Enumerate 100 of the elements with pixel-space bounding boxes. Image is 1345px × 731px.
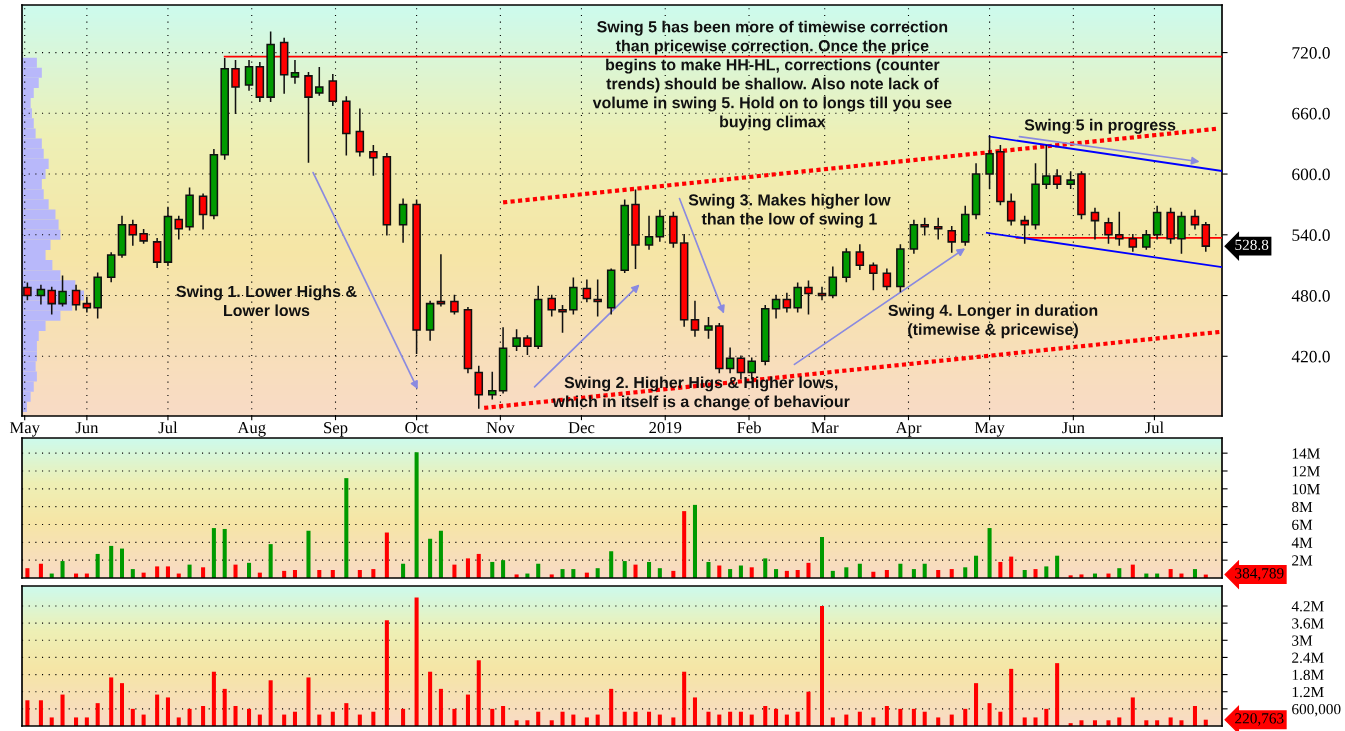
candlestick: [817, 286, 827, 301]
candlestick: [1052, 169, 1062, 189]
bar: [233, 706, 238, 726]
candlestick: [1077, 171, 1086, 220]
candlestick: [474, 365, 484, 409]
candlestick: [23, 282, 32, 301]
bar: [401, 563, 406, 578]
bar: [706, 711, 711, 726]
bar: [414, 452, 419, 578]
bar: [95, 703, 100, 726]
candlestick: [547, 294, 557, 317]
bar: [998, 561, 1003, 578]
candlestick: [128, 219, 138, 246]
candlestick: [369, 144, 378, 176]
bar: [176, 717, 181, 726]
bar: [476, 660, 481, 726]
candlestick: [82, 296, 92, 313]
bar: [74, 717, 79, 726]
candlestick: [436, 254, 446, 307]
bar: [987, 528, 992, 578]
bar: [595, 568, 600, 578]
candlestick: [655, 209, 665, 242]
candlestick: [760, 304, 770, 366]
candlestick: [163, 206, 173, 266]
text: 220,763: [1235, 713, 1284, 726]
candlestick: [669, 211, 678, 248]
bar: [609, 551, 614, 578]
candlestick: [869, 262, 878, 291]
x-tick-label: May: [9, 422, 40, 437]
bar: [1055, 663, 1060, 726]
bar: [911, 708, 916, 726]
bar: [806, 691, 811, 726]
candlestick: [558, 304, 567, 333]
bar: [1033, 569, 1038, 578]
bar: [871, 717, 876, 726]
bar: [1117, 568, 1122, 578]
candlestick: [106, 252, 116, 283]
candlestick: [679, 234, 689, 327]
annotation: Swing 5 in progress: [1024, 118, 1176, 134]
y-tick-label: 2.4M: [1292, 652, 1324, 663]
bar: [692, 504, 697, 578]
bar: [465, 558, 470, 578]
bar: [25, 700, 30, 726]
bar: [222, 688, 227, 726]
bar: [974, 683, 979, 726]
y-tick-label: 6M: [1292, 519, 1313, 530]
candlestick: [985, 135, 994, 189]
candlestick: [715, 323, 724, 374]
candlestick: [533, 285, 543, 349]
bar: [682, 511, 687, 578]
candlestick: [93, 272, 102, 319]
bar: [738, 711, 743, 726]
y-tick-label: 12M: [1292, 466, 1320, 477]
bar: [1106, 720, 1111, 726]
bar: [155, 694, 160, 726]
x-tick-label: Jun: [75, 422, 99, 434]
bar: [682, 671, 687, 726]
bar: [501, 706, 506, 726]
candlestick: [793, 282, 802, 313]
candlestick: [342, 96, 351, 156]
candlestick: [971, 163, 981, 220]
bar: [647, 711, 652, 726]
bar: [922, 563, 927, 578]
bar: [414, 597, 419, 726]
bar: [1044, 566, 1049, 578]
candlestick: [644, 215, 654, 250]
bar: [1055, 555, 1060, 578]
candlestick: [450, 294, 459, 315]
bar: [201, 706, 206, 726]
bar: [795, 711, 800, 726]
y-tick-label: 10M: [1292, 483, 1320, 495]
candlestick: [896, 244, 905, 293]
bar: [384, 532, 389, 578]
candlestick: [512, 329, 521, 351]
annotation: Swing 3. Makes higher low than the low of swing 1: [688, 193, 891, 228]
candlestick: [152, 238, 162, 268]
bar: [963, 708, 968, 726]
bar: [884, 706, 889, 726]
candlestick: [920, 217, 929, 236]
bar: [974, 555, 979, 578]
bar: [130, 708, 135, 726]
bar: [633, 564, 638, 578]
bar: [401, 708, 406, 726]
candlestick: [1031, 163, 1040, 230]
bar: [1022, 717, 1027, 726]
bar: [1044, 708, 1049, 726]
bar: [187, 708, 192, 726]
text: 528.8: [1235, 239, 1269, 251]
x-tick-label: Nov: [486, 422, 515, 434]
bar: [84, 717, 89, 726]
candlestick: [771, 294, 781, 319]
bar: [706, 561, 711, 578]
candlestick: [198, 193, 208, 230]
bar: [1130, 697, 1135, 726]
bar: [998, 711, 1003, 726]
bar: [119, 548, 125, 578]
bar: [830, 717, 835, 726]
bar: [344, 478, 349, 578]
bar: [819, 536, 825, 578]
bar: [292, 711, 297, 726]
